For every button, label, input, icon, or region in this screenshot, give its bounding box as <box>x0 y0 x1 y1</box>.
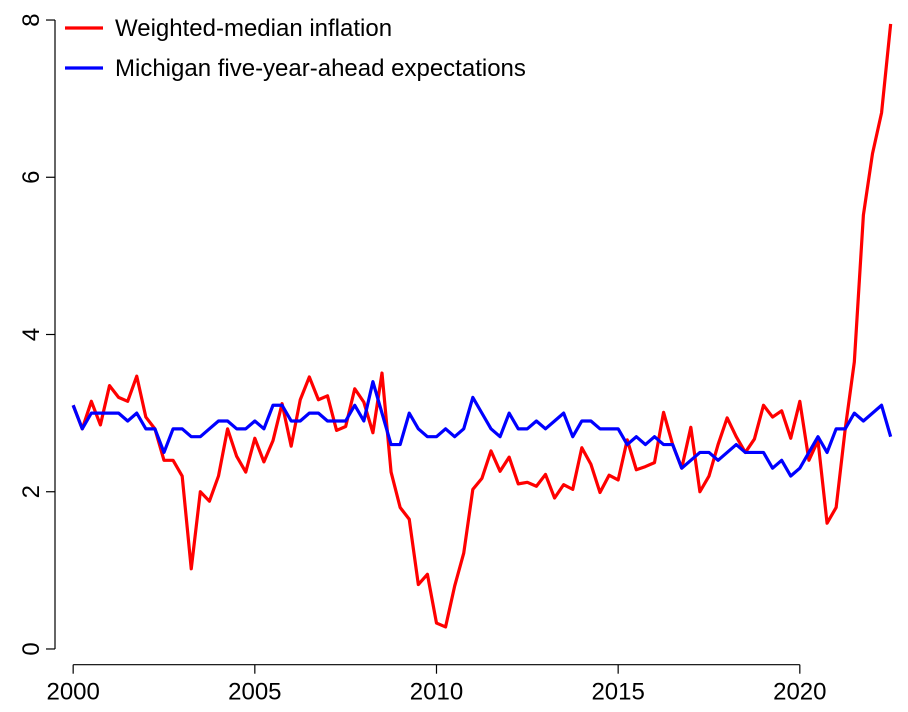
legend-label: Weighted-median inflation <box>115 15 392 42</box>
series-line <box>71 23 893 629</box>
legend-label: Michigan five-year-ahead expectations <box>115 55 526 82</box>
y-tick-label: 2 <box>18 485 45 498</box>
x-tick-label: 2005 <box>228 679 281 706</box>
x-tick-label: 2020 <box>773 679 826 706</box>
y-tick-label: 6 <box>18 171 45 184</box>
x-tick-label: 2015 <box>591 679 644 706</box>
y-tick-label: 0 <box>18 642 45 655</box>
series-line <box>71 380 893 478</box>
x-tick-label: 2010 <box>410 679 463 706</box>
y-tick-label: 8 <box>18 13 45 26</box>
x-tick-label: 2000 <box>46 679 99 706</box>
y-tick-label: 4 <box>18 328 45 341</box>
